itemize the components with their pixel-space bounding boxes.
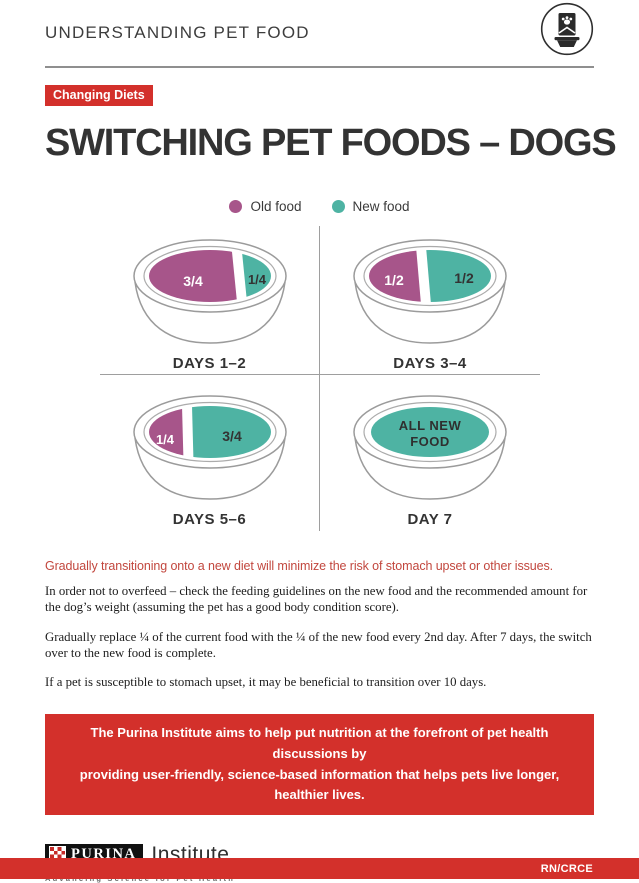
bowl-label: DAYS 1–2 [172,355,247,372]
bowl-cell-days-5-6: 1/4 3/4 DAYS 5–6 [100,375,320,531]
pet-food-bag-icon [540,2,594,61]
section-badge: Changing Diets [45,85,153,106]
body-paragraph: Gradually replace ¼ of the current food … [45,629,592,660]
bowl-days-1-2: 3/4 1/4 [132,239,287,344]
bowl-label: DAY 7 [407,511,453,528]
new-fraction-label: 1/2 [454,270,474,286]
old-food-swatch-icon [229,200,243,213]
bowl-cell-days-1-2: 3/4 1/4 DAYS 1–2 [100,226,320,375]
legend-new-label: New food [352,199,410,214]
all-new-food-label-line1: ALL NEW [399,418,462,433]
bottom-bar: RN/CRCE [0,858,639,879]
bowl-day-7: ALL NEW FOOD [353,395,507,500]
legend-item-old-food: Old food [229,199,302,214]
bowl-label: DAYS 3–4 [393,355,467,372]
bowl-cell-days-3-4: 1/2 1/2 DAYS 3–4 [320,226,540,375]
page-title: SWITCHING PET FOODS – DOGS [45,122,617,164]
old-food-portion [148,250,243,302]
old-fraction-label: 3/4 [183,273,203,289]
bowl-days-3-4: 1/2 1/2 [353,239,507,344]
callout-line1: The Purina Institute aims to help put nu… [90,725,549,761]
new-food-portion [190,406,271,458]
purina-institute-callout: The Purina Institute aims to help put nu… [45,714,594,815]
new-food-swatch-icon [331,200,345,213]
legend: Old food New food [45,199,594,214]
bowl-cell-day-7: ALL NEW FOOD DAY 7 [320,375,540,531]
bowl-days-5-6: 1/4 3/4 [132,395,287,500]
new-food-portion [371,407,489,457]
body-paragraph: In order not to overfeed – check the fee… [45,584,588,615]
bowls-diagram: 3/4 1/4 DAYS 1–2 1/2 1/2 DAYS 3–4 [100,226,540,531]
document-code: RN/CRCE [540,862,593,875]
old-fraction-label: 1/4 [155,432,174,447]
all-new-food-label-line2: FOOD [410,434,450,449]
header-divider [45,66,594,68]
callout-line2: providing user-friendly, science-based i… [79,766,560,803]
new-fraction-label: 3/4 [222,428,242,444]
lead-sentence: Gradually transitioning onto a new diet … [45,559,553,573]
new-fraction-label: 1/4 [247,272,266,287]
old-fraction-label: 1/2 [384,272,404,288]
header: UNDERSTANDING PET FOOD [45,0,594,61]
bowl-label: DAYS 5–6 [172,511,247,528]
body-paragraph: If a pet is susceptible to stomach upset… [45,675,487,690]
header-title: UNDERSTANDING PET FOOD [45,23,310,42]
legend-item-new-food: New food [331,199,410,214]
legend-old-label: Old food [250,199,302,214]
